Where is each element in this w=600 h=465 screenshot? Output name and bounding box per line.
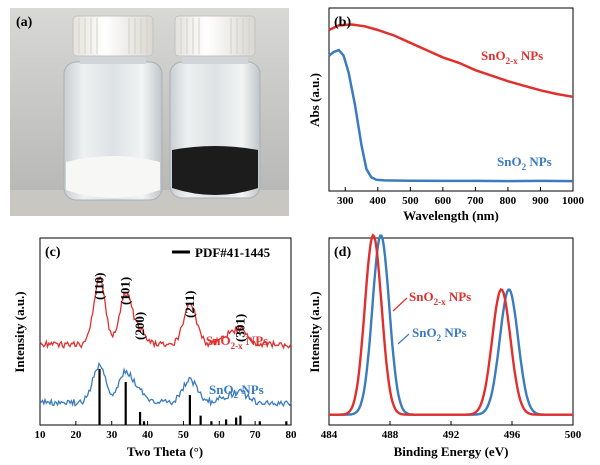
panel-d-xtick-label: 496 [504,429,521,441]
panel-d-xtick-label: 500 [565,429,582,441]
panel-b-xtick-label: 400 [370,195,387,207]
panel-b-ylabel: Abs (a.u.) [307,73,322,127]
panel-a-label: (a) [16,15,33,30]
panel-d-pointer-red [392,297,408,312]
panel-c-ylabel: Intensity (a.u.) [12,291,27,372]
panel-d-label: (d) [334,245,351,260]
panel-d-ylabel: Intensity (a.u.) [307,291,322,372]
panel-c-series-label: SnO2 NPs [209,382,264,400]
peak-label: (301) [232,314,247,342]
panel-b-xlabel: Wavelength (nm) [403,208,499,223]
panel-d-xtick-label: 484 [321,429,338,441]
panel-c-series-label: SnO2-x NPs [206,333,268,351]
pdf-legend-label: PDF#41-1445 [195,245,271,260]
panel-d-xtick-label: 492 [443,429,460,441]
panel-c-xtick-label: 50 [178,429,190,441]
panel-c: 10 20 30 40 50 60 70 80 (110) (101) (200) (211) (301… [12,237,298,459]
panel-d-series-line-0 [329,233,573,416]
panel-d-series-label: SnO2 NPs [412,325,467,343]
panel-b-series-label: SnO2-x NPs [481,48,543,66]
panel-b-label: (b) [334,15,351,30]
panel-c-label: (c) [45,245,61,260]
panel-b-series-line-0 [328,23,574,99]
peak-label: (101) [118,277,133,305]
panel-b-xtick-label: 800 [500,195,517,207]
panel-c-xtick-label: 20 [70,429,82,441]
panel-c-xlabel: Two Theta (°) [127,444,203,459]
panel-c-xtick-label: 10 [35,429,47,441]
panel-b: 300 400 500 600 700 800 900 1000 SnO2-x NPs SnO2 … [307,7,585,223]
panel-c-xtick-label: 80 [286,429,298,441]
panel-c-series-line-0 [39,275,292,350]
peak-label: (200) [132,312,147,340]
panel-b-xtick-label: 1000 [562,195,585,207]
panel-b-xtick-label: 600 [435,195,452,207]
panel-c-xtick-label: 40 [142,429,154,441]
panel-a-photo: (a) [10,8,289,216]
panel-c-xtick-label: 30 [106,429,118,441]
peak-label: (110) [92,273,107,300]
panel-d-xtick-label: 488 [382,429,399,441]
panel-c-xtick-label: 70 [250,429,262,441]
panel-b-series-label: SnO2 NPs [497,154,552,172]
panel-d-xlabel: Binding Energy (eV) [394,444,509,459]
panel-d-series-label: SnO2-x NPs [409,289,471,307]
panel-b-xtick-label: 700 [467,195,484,207]
panel-b-series-line-1 [328,48,574,183]
vial-white-powder [63,15,163,201]
panel-b-xtick-label: 300 [337,195,354,207]
vial-black-powder [169,15,261,199]
panel-d-pointer-blue [397,333,410,345]
peak-label: (211) [182,291,197,318]
panel-b-xtick-label: 900 [532,195,549,207]
panel-d: 484 488 492 496 500 SnO2-x NPs SnO2 NPs (d) Bi… [307,233,582,459]
panel-c-series-line-1 [39,361,292,408]
panel-c-xtick-label: 60 [214,429,226,441]
panel-b-xtick-label: 500 [402,195,419,207]
